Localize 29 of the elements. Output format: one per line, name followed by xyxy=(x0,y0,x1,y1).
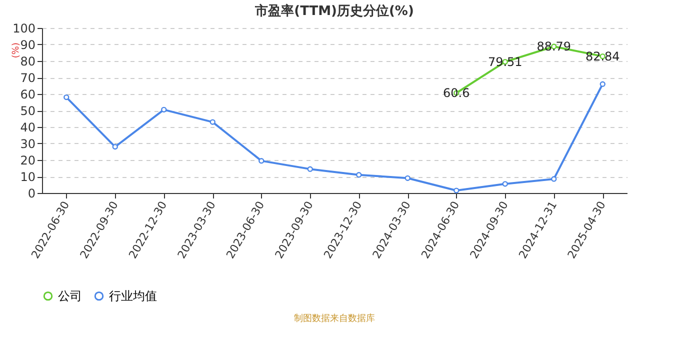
y-tick-label: 20 xyxy=(20,154,36,168)
y-tick-label: 70 xyxy=(20,71,36,85)
point xyxy=(600,81,606,87)
point xyxy=(502,181,508,187)
point xyxy=(161,106,167,113)
y-tick-label: 0 xyxy=(28,186,36,200)
y-tick-label: 90 xyxy=(20,38,36,52)
y-tick-label: 60 xyxy=(20,88,36,102)
y-tick-label: 30 xyxy=(20,137,36,151)
y-axis-title: (%) xyxy=(12,42,22,58)
data-label: 82.84 xyxy=(585,49,620,64)
point xyxy=(356,172,362,178)
y-tick-label: 10 xyxy=(20,170,36,184)
y-tick-label: 100 xyxy=(12,22,36,36)
legend-label: 行业均值 xyxy=(109,289,157,304)
point xyxy=(258,158,264,164)
point xyxy=(404,175,410,181)
chart-title: 市盈率(TTM)历史分位(%) xyxy=(254,3,414,19)
y-tick-label: 50 xyxy=(20,104,36,118)
point xyxy=(112,144,118,150)
point xyxy=(307,166,313,172)
y-tick-label: 40 xyxy=(20,120,36,134)
point xyxy=(210,119,216,125)
text: 制图数据来自数据库 xyxy=(294,313,375,324)
y-tick-label: 80 xyxy=(20,54,36,68)
point xyxy=(64,94,70,100)
legend-label: 公司 xyxy=(58,289,82,304)
point xyxy=(551,176,557,182)
point xyxy=(454,188,460,194)
